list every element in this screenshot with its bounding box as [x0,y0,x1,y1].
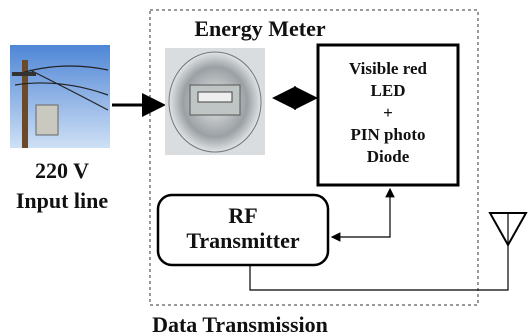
sensor-rf-link [332,189,390,237]
rf-text: Transmitter [186,228,299,253]
sensor-text: + [383,103,393,122]
sensor-text: LED [371,81,406,100]
rf-text: RF [228,203,257,228]
sensor-text: PIN photo [350,125,425,144]
footer: Data Transmission [152,312,328,336]
diagram: Energy Meter 220 V Input line Visible re… [0,0,528,336]
power-pole-image [10,45,110,148]
sensor-text: Diode [367,147,410,166]
meter-image [165,48,265,155]
voltage-label: 220 V [35,158,89,183]
sensor-text: Visible red [349,59,427,78]
title: Energy Meter [194,16,326,41]
input-label: Input line [16,188,109,213]
